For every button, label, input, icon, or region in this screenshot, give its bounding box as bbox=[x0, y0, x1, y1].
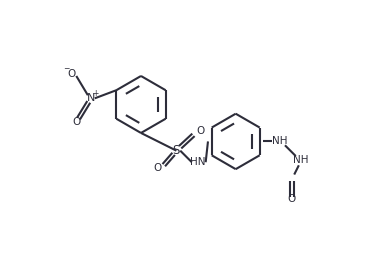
Text: −: − bbox=[63, 64, 69, 74]
Text: O: O bbox=[196, 126, 204, 137]
Text: NH: NH bbox=[272, 137, 287, 146]
Text: O: O bbox=[68, 69, 76, 79]
Text: NH: NH bbox=[293, 155, 309, 165]
Text: N: N bbox=[87, 93, 95, 103]
Text: S: S bbox=[173, 144, 180, 157]
Text: O: O bbox=[154, 163, 162, 173]
Text: O: O bbox=[288, 194, 296, 204]
Text: HN: HN bbox=[190, 157, 206, 167]
Text: O: O bbox=[72, 117, 80, 127]
Text: +: + bbox=[92, 89, 99, 98]
